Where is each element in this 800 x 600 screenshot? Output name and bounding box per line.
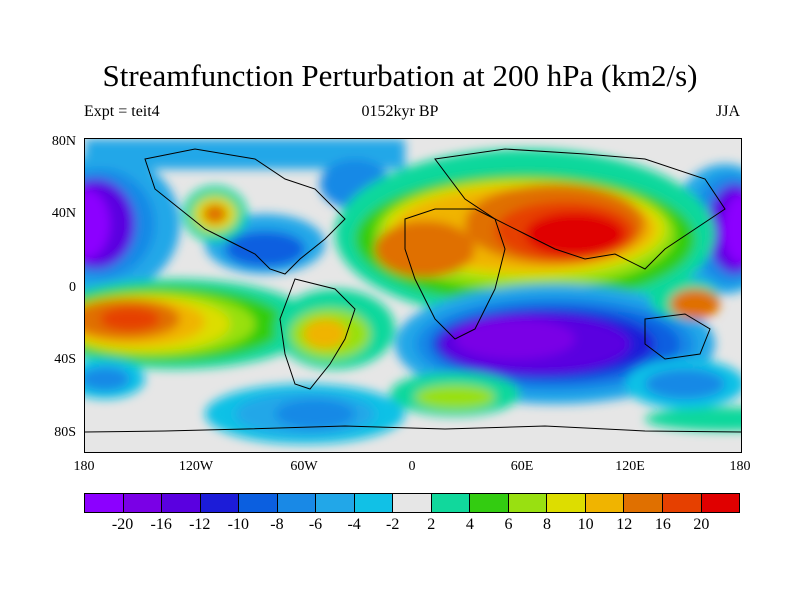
colorbar-swatch <box>316 494 355 512</box>
colorbar-label: 20 <box>693 516 710 533</box>
lon-label-120e: 120E <box>615 459 645 474</box>
colorbar-swatch <box>662 494 702 512</box>
lon-label-120w: 120W <box>178 459 214 474</box>
map-plot <box>84 138 742 453</box>
experiment-label: Expt = teit4 <box>84 103 160 120</box>
colorbar-labels: -20 -16 -12 -10 -8 -6 -4 -2 2 4 6 8 10 12 16 20 <box>84 514 740 534</box>
colorbar-swatch <box>393 494 432 512</box>
colorbar-swatch <box>701 494 740 512</box>
lat-label-80s: 80S <box>54 425 76 440</box>
colorbar <box>84 493 740 513</box>
colorbar-label: -6 <box>308 516 323 533</box>
period-label: 0152kyr BP <box>361 103 439 120</box>
season-label: JJA <box>715 103 740 120</box>
colorbar-label: -12 <box>189 516 211 533</box>
lon-label-0: 0 <box>408 459 416 474</box>
lat-label-40s: 40S <box>54 352 76 367</box>
colorbar-swatch <box>239 494 278 512</box>
colorbar-swatch <box>547 494 586 512</box>
colorbar-swatch <box>162 494 201 512</box>
streamfunction-contour-map <box>85 139 741 444</box>
map-title: Streamfunction Perturbation at 200 hPa (… <box>102 58 698 93</box>
colorbar-label: -2 <box>386 516 400 533</box>
colorbar-swatch <box>277 494 317 512</box>
lon-label-60w: 60W <box>290 459 318 474</box>
colorbar-label: -20 <box>111 516 134 533</box>
colorbar-swatch <box>585 494 625 512</box>
lat-label-0: 0 <box>69 280 76 295</box>
lon-label-60e: 60E <box>510 459 534 474</box>
colorbar-label: 2 <box>427 516 436 533</box>
colorbar-label: 8 <box>543 516 552 533</box>
colorbar-swatch <box>123 494 163 512</box>
colorbar-label: 6 <box>504 516 513 533</box>
colorbar-swatch <box>85 494 124 512</box>
colorbar-swatch <box>624 494 663 512</box>
colorbar-label: 12 <box>616 516 633 533</box>
colorbar-label: -10 <box>227 516 250 533</box>
colorbar-swatch <box>200 494 240 512</box>
colorbar-label: -16 <box>150 516 172 533</box>
colorbar-label: 16 <box>654 516 671 533</box>
colorbar-label: -4 <box>347 516 361 533</box>
lat-label-80n: 80N <box>51 134 76 149</box>
colorbar-label: -8 <box>270 516 284 533</box>
colorbar-swatch <box>508 494 548 512</box>
colorbar-label: 10 <box>577 516 594 533</box>
lat-label-40n: 40N <box>51 206 76 221</box>
lon-label-180w: 180 <box>73 459 95 474</box>
colorbar-label: 4 <box>465 516 474 533</box>
colorbar-swatch <box>354 494 394 512</box>
colorbar-swatch <box>470 494 509 512</box>
lon-label-180e: 180 <box>729 459 751 474</box>
colorbar-swatch <box>431 494 471 512</box>
